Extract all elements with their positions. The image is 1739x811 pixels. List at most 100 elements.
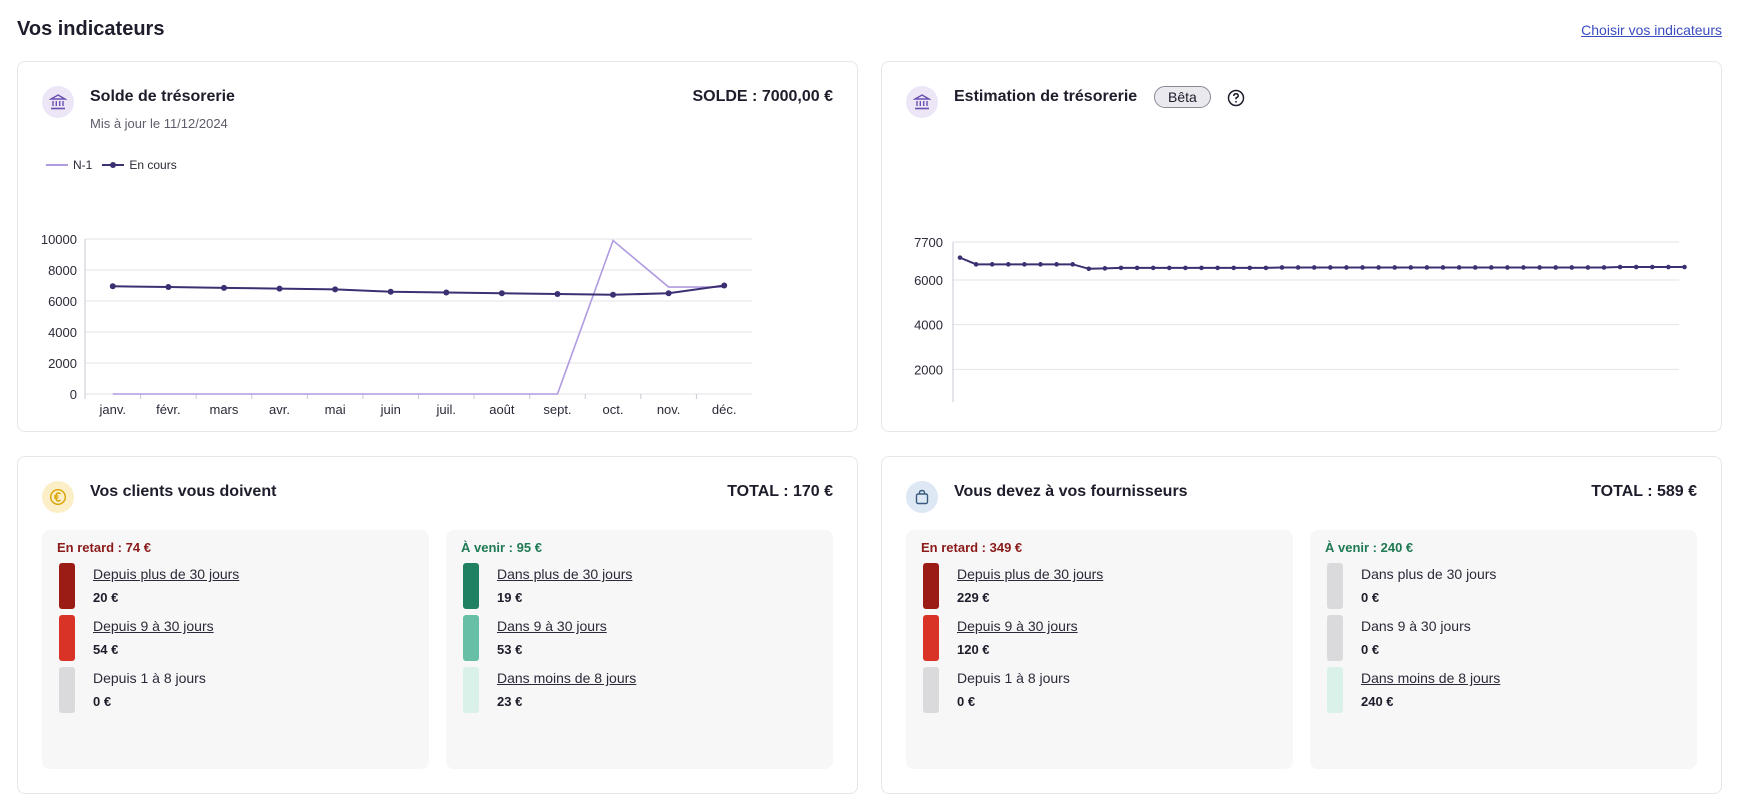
x-tick-label: févr. [156,402,181,417]
aging-row: Dans 9 à 30 jours 0 € [1327,615,1687,661]
aging-row: Dans plus de 30 jours 0 € [1327,563,1687,609]
data-point [957,255,963,260]
data-point [1553,265,1558,270]
shopping-bag-icon [906,481,938,513]
data-point [498,290,505,297]
upcoming-panel: À venir : 240 € Dans plus de 30 jours 0 €… [1310,530,1697,769]
balance-chart[interactable]: 0 2000 4000 6000 8000 10000 janv. févr. mars avr.… [18,132,859,432]
aging-amount: 240 € [1361,694,1394,709]
data-point [443,289,450,296]
x-tick-label: oct. [603,402,624,417]
legend-item-current[interactable]: En cours [102,158,177,172]
data-point [1150,265,1156,271]
aging-bar [463,667,479,713]
x-tick-label: mars [210,402,239,417]
x-tick-label: nov. [657,402,681,417]
card-title: Vos clients vous doivent [90,483,277,500]
forecast-chart[interactable]: 0200040006000770011/1216/1221/1226/1231/… [882,162,1723,402]
series-line [112,284,725,296]
choose-indicators-link[interactable]: Choisir vos indicateurs [1581,22,1722,38]
data-point [1199,265,1204,271]
aging-amount: 23 € [497,694,523,709]
treasury-forecast-card: Estimation de trésorerie Bêta 0200040006… [881,61,1722,432]
late-panel: En retard : 349 € Depuis plus de 30 jour… [906,530,1293,769]
aging-label: Depuis 1 à 8 jours [93,670,206,686]
aging-row[interactable]: Depuis 9 à 30 jours 54 € [59,615,419,661]
beta-badge: Bêta [1154,86,1211,108]
aging-bar [59,563,75,609]
data-point [1295,265,1301,270]
data-point [1360,265,1365,270]
upcoming-total: À venir : 95 € [461,540,542,555]
aging-label[interactable]: Depuis 9 à 30 jours [957,618,1078,634]
x-tick-label: avr. [269,402,290,417]
data-point [610,291,617,298]
aging-label[interactable]: Dans moins de 8 jours [1361,670,1501,686]
bank-icon [42,86,74,118]
aging-label: Dans 9 à 30 jours [1361,618,1471,634]
data-point [1456,265,1462,270]
aging-label: Depuis 1 à 8 jours [957,670,1070,686]
aging-row[interactable]: Depuis 9 à 30 jours 120 € [923,615,1283,661]
payables-total: TOTAL : 589 € [1591,483,1697,500]
data-point [554,291,561,298]
y-tick-label: 0 [70,387,77,402]
legend-item-prev[interactable]: N-1 [46,158,92,172]
card-title: Solde de trésorerie [90,88,235,105]
data-point [1231,265,1236,271]
late-total: En retard : 349 € [921,540,1023,555]
payables-card: Vous devez à vos fournisseurs TOTAL : 58… [881,456,1722,794]
x-tick-label: janv. [99,402,127,417]
data-point [721,282,728,289]
x-tick-label: juil. [436,402,457,417]
y-tick-label: 6000 [48,294,77,309]
data-point [1134,265,1140,271]
aging-row[interactable]: Dans 9 à 30 jours 53 € [463,615,823,661]
aging-row[interactable]: Dans plus de 30 jours 19 € [463,563,823,609]
y-tick-label: 8000 [48,263,77,278]
data-point [1392,265,1397,270]
aging-amount: 120 € [957,642,990,657]
x-tick-label: août [489,402,515,417]
aging-label[interactable]: Depuis 9 à 30 jours [93,618,214,634]
x-tick-label: sept. [543,402,571,417]
data-point [1376,265,1381,270]
aging-label[interactable]: Dans plus de 30 jours [497,566,633,582]
aging-bar [463,615,479,661]
data-point [1633,264,1639,270]
aging-row[interactable]: Dans moins de 8 jours 23 € [463,667,823,713]
aging-bar [1327,563,1343,609]
aging-amount: 53 € [497,642,523,657]
y-tick-label: 4000 [914,318,943,333]
data-point [1006,262,1011,267]
data-point [1440,265,1446,270]
aging-label[interactable]: Depuis plus de 30 jours [957,566,1104,582]
data-point [1344,265,1349,270]
aging-bar [1327,615,1343,661]
late-total: En retard : 74 € [57,540,151,555]
data-point [1521,265,1526,270]
data-point [1263,265,1269,271]
aging-bar [923,615,939,661]
help-icon[interactable] [1227,89,1245,107]
chart-legend[interactable]: N-1 En cours [46,158,187,172]
aging-amount: 0 € [1361,590,1380,605]
aging-amount: 0 € [93,694,112,709]
aging-label[interactable]: Dans moins de 8 jours [497,670,637,686]
data-point [1569,265,1575,270]
upcoming-total: À venir : 240 € [1325,540,1414,555]
balance-value: SOLDE : 7000,00 € [692,88,833,105]
aging-amount: 0 € [1361,642,1380,657]
aging-row[interactable]: Dans moins de 8 jours 240 € [1327,667,1687,713]
data-point [165,284,172,291]
aging-row[interactable]: Depuis plus de 30 jours 20 € [59,563,419,609]
aging-label[interactable]: Depuis plus de 30 jours [93,566,240,582]
y-tick-label: 2000 [914,362,943,377]
aging-bar [923,667,939,713]
data-point [1505,265,1510,270]
aging-amount: 54 € [93,642,119,657]
bank-icon [906,86,938,118]
aging-row[interactable]: Depuis plus de 30 jours 229 € [923,563,1283,609]
aging-label[interactable]: Dans 9 à 30 jours [497,618,607,634]
data-point [1666,264,1671,270]
